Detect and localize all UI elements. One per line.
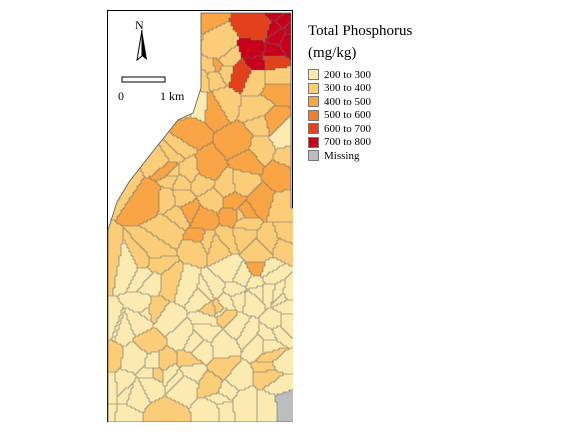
legend-label: 200 to 300	[324, 68, 372, 81]
cell-fill	[108, 13, 293, 422]
legend-title: Total Phosphorus	[308, 23, 413, 39]
legend-label: 300 to 400	[324, 82, 372, 95]
legend-item: Missing	[308, 149, 412, 163]
legend-swatch	[308, 96, 319, 108]
legend-swatch	[308, 150, 319, 162]
legend-label: 700 to 800	[324, 136, 372, 149]
scale-end-label: 1 km	[160, 89, 185, 103]
phosphorus-map	[107, 12, 293, 422]
cell-fill	[275, 390, 293, 422]
voronoi-cells	[108, 13, 293, 422]
legend-label: 500 to 600	[324, 109, 372, 122]
cell-fill	[115, 13, 293, 276]
legend-label: Missing	[324, 149, 360, 162]
legend-item: 600 to 700	[308, 122, 412, 136]
legend-label: 400 to 500	[324, 95, 372, 108]
legend-item: 500 to 600	[308, 109, 412, 123]
scale-zero-label: 0	[118, 89, 124, 103]
study-area-outline	[107, 12, 293, 422]
legend-swatch	[308, 69, 319, 81]
legend-item: 700 to 800	[308, 136, 412, 150]
legend-swatch	[308, 123, 319, 135]
legend-item: 300 to 400	[308, 82, 412, 96]
legend-swatch	[308, 109, 319, 121]
scale-bar	[121, 76, 166, 83]
legend-item: 400 to 500	[308, 95, 412, 109]
legend-label: 600 to 700	[324, 122, 372, 135]
north-arrow-icon	[136, 30, 147, 62]
legend-swatch	[308, 82, 319, 94]
legend-swatch	[308, 136, 319, 148]
legend: Total Phosphorus (mg/kg) 200 to 300 300 …	[308, 20, 412, 163]
legend-item: 200 to 300	[308, 68, 412, 82]
cell-fill	[229, 13, 293, 94]
legend-unit: (mg/kg)	[308, 45, 357, 61]
north-label: N	[135, 18, 144, 32]
legend-items: 200 to 300 300 to 400 400 to 500 500 to …	[308, 68, 412, 163]
